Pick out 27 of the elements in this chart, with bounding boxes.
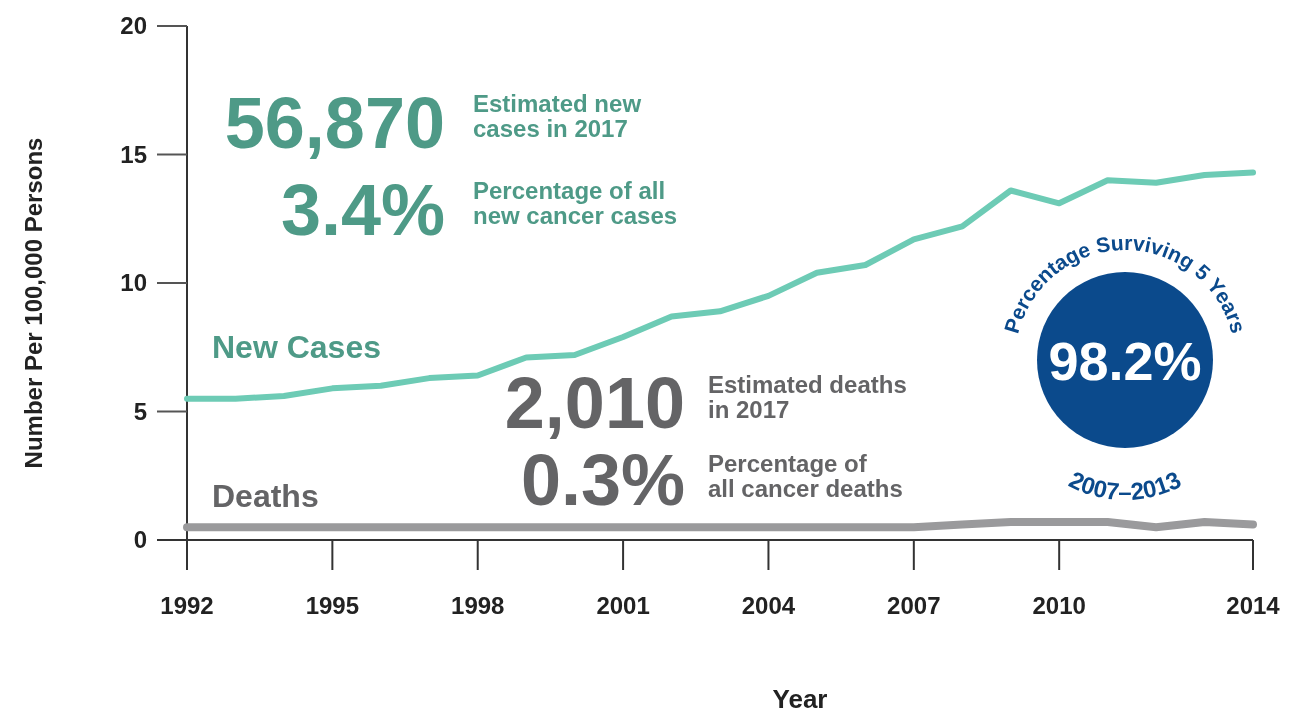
annotation: Percentage of all new cancer cases	[473, 177, 678, 230]
annotation: 2,010	[504, 363, 685, 443]
annotation: Estimated new cases in 2017	[473, 90, 642, 143]
annotation: 0.3%	[520, 440, 685, 520]
x-tick-label: 2010	[1032, 592, 1086, 619]
annotation: 3.4%	[280, 170, 445, 250]
annotation: 2007–2013	[1065, 465, 1185, 505]
series-label: Deaths	[212, 478, 319, 514]
y-axis-title: Number Per 100,000 Persons	[20, 137, 47, 469]
annotation: Percentage of all cancer deaths	[708, 450, 903, 503]
x-axis-title: Year	[772, 684, 828, 714]
y-tick-label: 10	[120, 269, 147, 296]
x-tick-label: 2007	[887, 592, 941, 619]
x-tick-label: 2001	[596, 592, 650, 619]
x-tick-label: 2004	[741, 592, 796, 619]
annotation: 98.2%	[1048, 331, 1202, 391]
y-tick-label: 0	[133, 526, 147, 553]
series-label: New Cases	[212, 329, 381, 365]
annotation: 56,870	[224, 83, 445, 163]
x-tick-label: 1998	[451, 592, 505, 619]
x-tick-label: 1992	[160, 592, 214, 619]
y-tick-label: 20	[120, 12, 147, 39]
x-tick-label: 1995	[305, 592, 360, 619]
x-tick-label: 2014	[1226, 592, 1281, 619]
y-tick-label: 5	[133, 397, 147, 425]
y-tick-label: 15	[120, 140, 147, 168]
annotation: Estimated deaths in 2017	[708, 371, 907, 424]
